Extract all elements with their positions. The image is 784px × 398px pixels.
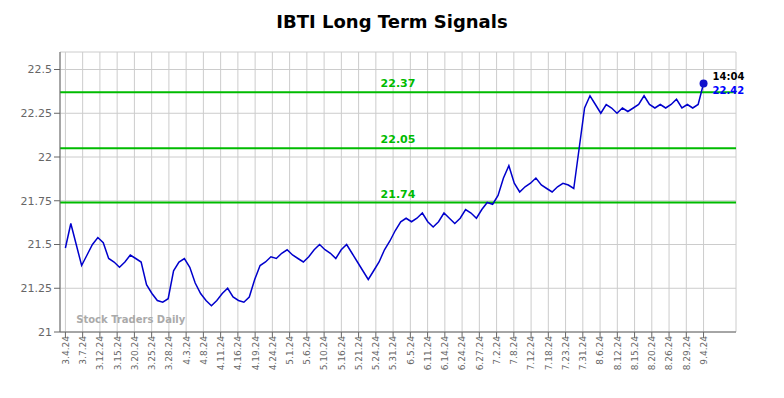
svg-text:4.8.24: 4.8.24 [199,336,209,365]
svg-text:7.8.24: 7.8.24 [509,336,519,365]
svg-text:3.15.24: 3.15.24 [113,336,123,371]
svg-text:5.31.24: 5.31.24 [388,336,398,371]
svg-text:8.15.24: 8.15.24 [630,336,640,371]
svg-text:4.11.24: 4.11.24 [216,336,226,371]
svg-text:6.5.24: 6.5.24 [406,336,416,365]
svg-text:3.12.24: 3.12.24 [95,336,105,371]
svg-text:21.75: 21.75 [21,195,53,208]
svg-text:9.4.24: 9.4.24 [699,336,709,365]
svg-text:5.24.24: 5.24.24 [371,336,381,371]
svg-text:22.05: 22.05 [381,133,416,146]
svg-text:22.37: 22.37 [381,77,416,90]
svg-text:22: 22 [38,151,52,164]
svg-text:7.12.24: 7.12.24 [526,336,536,371]
svg-text:5.10.24: 5.10.24 [320,336,330,371]
svg-text:22.25: 22.25 [21,107,53,120]
svg-text:7.18.24: 7.18.24 [544,336,554,371]
svg-text:22.5: 22.5 [28,63,53,76]
svg-text:3.4.24: 3.4.24 [61,336,71,365]
svg-text:21: 21 [38,326,52,339]
svg-text:8.12.24: 8.12.24 [613,336,623,371]
svg-text:5.16.24: 5.16.24 [337,336,347,371]
svg-text:7.31.24: 7.31.24 [578,336,588,371]
svg-text:8.20.24: 8.20.24 [647,336,657,371]
svg-text:21.25: 21.25 [21,282,53,295]
svg-text:3.25.24: 3.25.24 [147,336,157,371]
svg-text:5.21.24: 5.21.24 [354,336,364,371]
svg-text:7.2.24: 7.2.24 [492,336,502,365]
svg-text:4.19.24: 4.19.24 [251,336,261,371]
svg-text:22.42: 22.42 [713,85,745,96]
svg-text:3.7.24: 3.7.24 [78,336,88,365]
svg-text:8.6.24: 8.6.24 [595,336,605,365]
svg-text:4.3.24: 4.3.24 [182,336,192,365]
svg-text:5.1.24: 5.1.24 [285,336,295,365]
svg-text:14:04: 14:04 [713,71,745,82]
svg-text:8.26.24: 8.26.24 [664,336,674,371]
html-text:IBTI Long Term Signals: IBTI Long Term Signals [276,11,508,32]
svg-text:6.11.24: 6.11.24 [423,336,433,371]
svg-text:5.6.24: 5.6.24 [302,336,312,365]
svg-text:4.16.24: 4.16.24 [233,336,243,371]
svg-text:6.14.24: 6.14.24 [440,336,450,371]
svg-text:21.74: 21.74 [381,188,416,201]
svg-text:Stock Traders Daily: Stock Traders Daily [76,314,186,325]
svg-text:6.24.24: 6.24.24 [457,336,467,371]
svg-text:21.5: 21.5 [28,238,53,251]
svg-text:8.29.24: 8.29.24 [682,336,692,371]
svg-text:3.28.24: 3.28.24 [164,336,174,371]
svg-text:6.27.24: 6.27.24 [475,336,485,371]
svg-text:7.23.24: 7.23.24 [561,336,571,371]
svg-text:3.20.24: 3.20.24 [130,336,140,371]
svg-text:4.24.24: 4.24.24 [268,336,278,371]
